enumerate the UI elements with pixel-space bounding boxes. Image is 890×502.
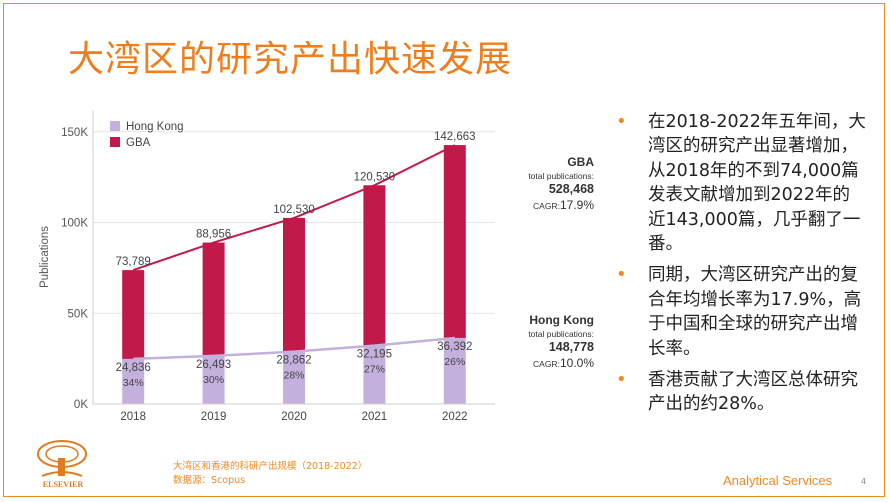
gba-cagr-label: CAGR: [533,201,560,211]
x-tick-label: 2020 [281,411,307,423]
brand-label: Analytical Services [723,473,833,488]
legend-hk-swatch [110,121,120,131]
hk-stats: Hong Kong total publications: 148,778 CA… [502,313,594,370]
gba-stat-name: GBA [567,155,594,169]
logo-text: ELSEVIER [43,480,84,489]
finding-text: 香港贡献了大湾区总体研究产出的约28%。 [648,370,858,415]
hk-cagr-value: 10.0% [559,356,594,370]
elsevier-tree-icon: ELSEVIER [37,440,87,489]
hk-bar [363,345,386,404]
source-note: 大湾区和香港的科研产出规模（2018-2022） 数据源：Scopus [173,460,367,487]
finding-text: 在2018-2022年五年间，大湾区的研究产出显著增加，从2018年的不到74,… [648,112,866,255]
gba-bar [202,242,225,356]
hk-value-label: 36,392 [437,341,472,353]
gba-bar [283,217,305,352]
bullet-dot-icon: • [616,369,627,391]
slide-frame [3,3,885,497]
finding-text: 同期，大湾区研究产出的复合年均增长率为17.9%，高于中国和全球的研究产出增长率… [648,265,862,359]
y-axis-title: Publications [39,226,51,288]
gba-stats: GBA total publications: 528,468 CAGR:17.… [502,155,594,212]
x-tick-label: 2019 [201,411,227,423]
slide-title: 大湾区的研究产出快速发展 [68,39,513,80]
finding-item: • 同期，大湾区研究产出的复合年均增长率为17.9%，高于中国和全球的研究产出增长… [616,263,866,361]
publications-chart: 73,789 24,836 34% 88,956 26,493 30% 102,530 28,… [39,110,495,423]
hk-bar [443,337,466,404]
y-tick-label: 0K [74,399,88,411]
gba-bar [122,270,145,359]
hk-share-label: 28% [283,370,304,382]
finding-item: • 香港贡献了大湾区总体研究产出的约28%。 [616,368,866,417]
finding-item: • 在2018-2022年五年间，大湾区的研究产出显著增加，从2018年的不到74… [616,110,866,256]
hk-value-label: 26,493 [196,359,231,371]
gba-value-label: 120,530 [354,171,396,183]
hk-value-label: 24,836 [116,362,151,374]
elsevier-logo: ELSEVIER [28,438,98,494]
gba-value-label: 88,956 [196,229,231,241]
source-line-2: 数据源：Scopus [173,474,246,486]
gba-total: 528,468 [548,182,594,196]
bullet-dot-icon: • [616,264,627,286]
hk-bar [283,351,305,404]
hk-trend-line [133,336,455,361]
hk-bar [202,355,225,404]
y-tick-label: 50K [68,308,89,320]
legend-hk-label: Hong Kong [126,121,184,133]
gba-cagr-value: 17.9% [559,198,594,212]
x-tick-label: 2022 [442,411,468,423]
findings-list: • 在2018-2022年五年间，大湾区的研究产出显著增加，从2018年的不到74… [616,110,866,424]
legend-gba-swatch [110,137,120,147]
hk-value-label: 32,195 [357,349,392,361]
hk-cagr-label: CAGR: [533,359,560,369]
source-line-1: 大湾区和香港的科研产出规模（2018-2022） [173,461,368,472]
page-number: 4 [861,477,867,486]
gba-value-label: 102,530 [273,204,315,216]
gba-value-label: 73,789 [116,256,151,268]
hk-stat-name: Hong Kong [529,313,594,327]
hk-bar [122,358,145,404]
y-tick-label: 150K [61,127,88,139]
bullet-dot-icon: • [616,111,627,132]
hk-stat-label: total publications: [528,329,594,339]
x-tick-label: 2021 [362,411,388,423]
hk-share-label: 27% [364,364,385,376]
gba-bar [363,185,386,346]
gba-bar [443,145,466,338]
legend-gba-label: GBA [126,137,151,149]
hk-share-label: 30% [203,374,224,386]
hk-share-label: 26% [444,356,465,368]
gba-value-label: 142,663 [434,131,476,143]
gba-trend-line [132,144,456,272]
hk-value-label: 28,862 [276,355,311,367]
hk-total: 148,778 [548,340,594,354]
y-tick-label: 100K [61,218,88,230]
hk-share-label: 34% [123,377,144,389]
x-tick-label: 2018 [120,411,146,423]
gba-stat-label: total publications: [528,171,594,181]
